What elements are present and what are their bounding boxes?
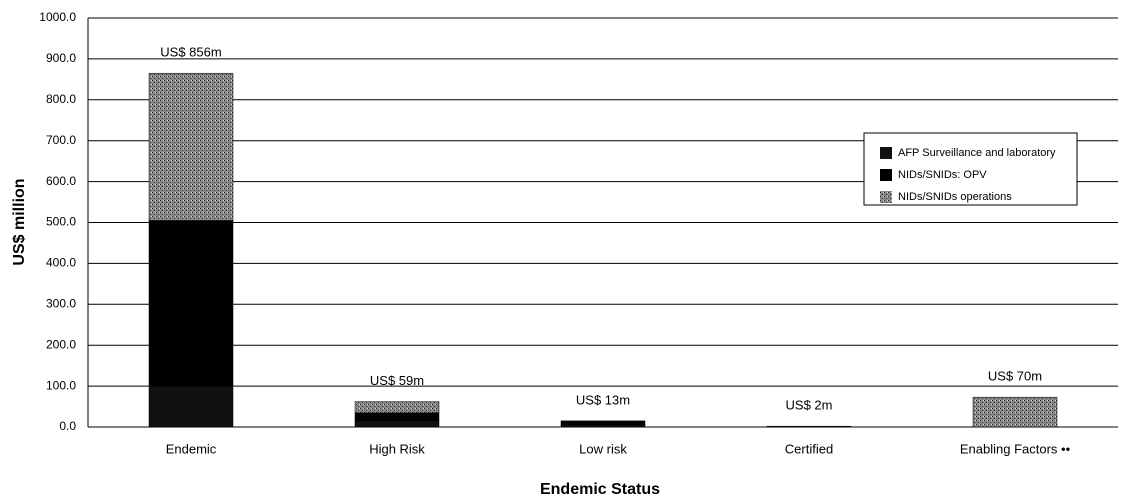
bar-segment (972, 396, 1058, 428)
x-tick-label: Enabling Factors •• (960, 441, 1071, 456)
y-tick-label: 800.0 (46, 92, 76, 106)
bar-segment (148, 72, 234, 221)
y-tick-label: 1000.0 (39, 10, 76, 24)
legend-label: AFP Surveillance and laboratory (898, 147, 1056, 159)
y-tick-label: 600.0 (46, 174, 76, 188)
total-label: US$ 70m (988, 369, 1042, 384)
y-tick-label: 0.0 (59, 419, 76, 433)
total-label: US$ 13m (576, 392, 630, 407)
bar-segment (148, 220, 234, 387)
total-label: US$ 59m (370, 373, 424, 388)
y-axis-title: US$ million (11, 178, 28, 265)
y-tick-label: 700.0 (46, 133, 76, 147)
y-tick-label: 400.0 (46, 256, 76, 270)
bar-segment (148, 385, 234, 428)
legend-box (863, 132, 1078, 206)
total-label: US$ 2m (786, 398, 833, 413)
x-tick-label: Certified (785, 441, 833, 456)
legend-label: NIDs/SNIDs: OPV (898, 169, 987, 181)
legend-swatch (880, 169, 892, 181)
legend-swatch (880, 147, 892, 159)
y-tick-label: 500.0 (46, 215, 76, 229)
y-tick-label: 200.0 (46, 337, 76, 351)
x-tick-label: Low risk (579, 441, 627, 456)
y-tick-label: 900.0 (46, 51, 76, 65)
bar-segment (560, 420, 646, 426)
x-axis-title: Endemic Status (540, 481, 660, 498)
legend-label: NIDs/SNIDs operations (898, 191, 1012, 203)
bar-segment (766, 425, 852, 428)
y-tick-label: 100.0 (46, 378, 76, 392)
bar-segment (354, 401, 440, 413)
total-label: US$ 856m (160, 45, 221, 60)
bar-segment (354, 420, 440, 428)
x-tick-label: Endemic (166, 441, 217, 456)
x-tick-label: High Risk (369, 441, 425, 456)
bar-segment (354, 412, 440, 422)
bar-segment (560, 424, 646, 428)
y-tick-label: 300.0 (46, 296, 76, 310)
legend-swatch (880, 191, 892, 203)
